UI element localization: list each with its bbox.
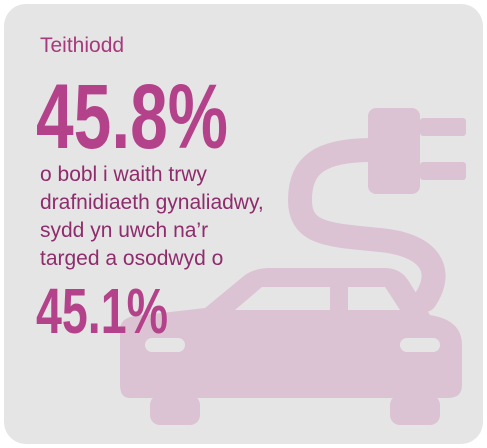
body-line: targed a osodwyd o bbox=[40, 247, 223, 270]
body-line: sydd yn uwch na’r bbox=[40, 219, 208, 242]
headline-figure: 45.8% bbox=[36, 66, 228, 168]
intro-text: Teithiodd bbox=[40, 34, 124, 57]
plug-icon bbox=[287, 138, 446, 312]
body-line: drafnidiaeth gynaliadwy, bbox=[40, 191, 264, 214]
plug-icon-body bbox=[368, 108, 466, 194]
body-line: o bobl i waith trwy bbox=[40, 163, 207, 186]
target-figure: 45.1% bbox=[36, 275, 168, 347]
car-icon bbox=[120, 268, 462, 425]
